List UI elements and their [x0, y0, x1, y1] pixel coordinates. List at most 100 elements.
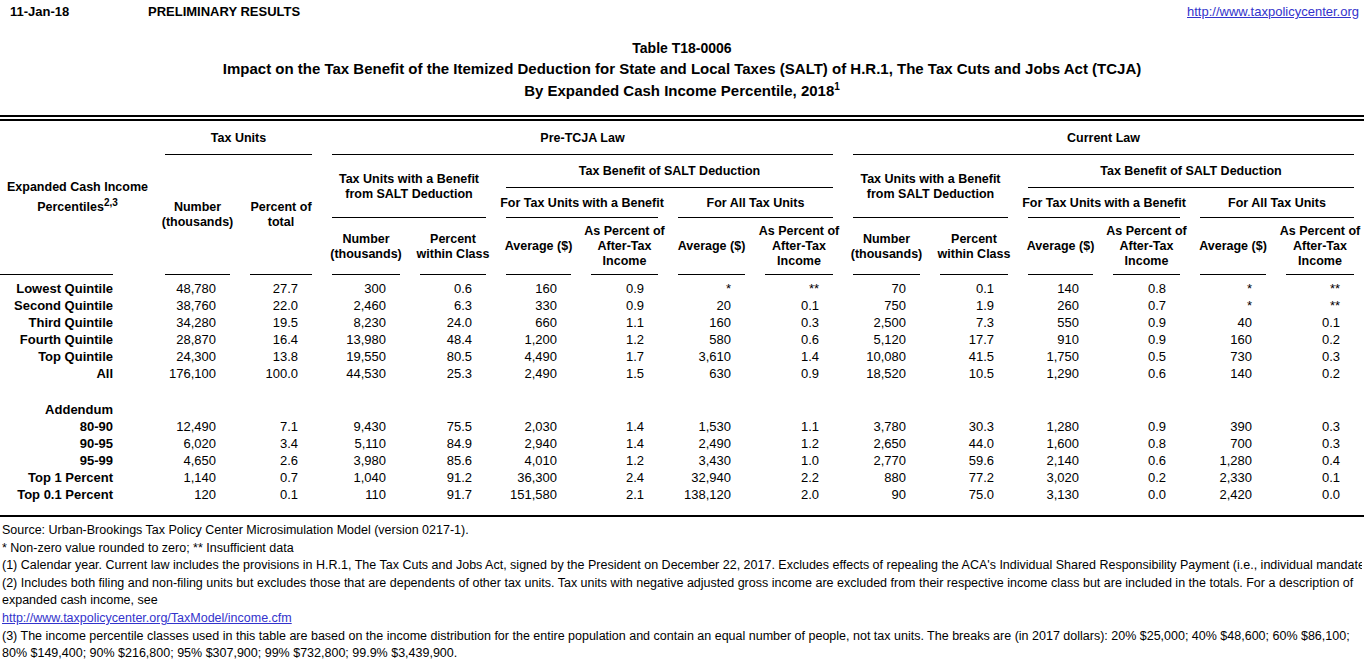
- cell: 0.9: [755, 365, 843, 382]
- cell: [155, 401, 240, 418]
- column-header-average-pre-all: Average ($): [668, 218, 755, 275]
- salt-impact-table: Expanded Cash Income Percentiles2,3 Tax …: [0, 121, 1364, 503]
- header-row-subgroups: Number (thousands) Percent of total Tax …: [0, 155, 1364, 188]
- cell: 151,580: [496, 486, 581, 503]
- cell: 5,110: [322, 435, 410, 452]
- column-header-number-pre-benefit: Number (thousands): [322, 218, 410, 275]
- report-date: 11-Jan-18: [10, 4, 69, 19]
- cell: 44.0: [930, 435, 1018, 452]
- cell: 28,870: [155, 331, 240, 348]
- group-header-benefit-units-pre: Tax Units with a Benefit from SALT Deduc…: [322, 155, 496, 218]
- table-row: 90-956,0203.45,11084.92,9401.42,4901.22,…: [0, 435, 1364, 452]
- section-label: Addendum: [0, 401, 155, 418]
- cell: 10,080: [843, 348, 930, 365]
- cell: 0.6: [1103, 452, 1190, 469]
- cell: 2,330: [1190, 469, 1276, 486]
- taxpolicycenter-home-link[interactable]: http://www.taxpolicycenter.org: [1187, 4, 1359, 19]
- cell: [322, 401, 410, 418]
- cell: 4,650: [155, 452, 240, 469]
- spacer-row: [0, 382, 1364, 401]
- cell: 2,770: [843, 452, 930, 469]
- cell: 138,120: [668, 486, 755, 503]
- cell: 0.3: [1276, 435, 1364, 452]
- cell: 7.3: [930, 314, 1018, 331]
- income-definition-link[interactable]: http://www.taxpolicycenter.org/TaxModel/…: [2, 611, 292, 625]
- table-main-title: Impact on the Tax Benefit of the Itemize…: [0, 60, 1364, 77]
- cell: [1276, 401, 1364, 418]
- cell: 6.3: [410, 297, 496, 314]
- cell: 0.6: [755, 331, 843, 348]
- cell: 24.0: [410, 314, 496, 331]
- cell: 3,130: [1018, 486, 1103, 503]
- cell: 91.2: [410, 469, 496, 486]
- column-header-percent-class-pre: Percent within Class: [410, 218, 496, 275]
- cell: 0.9: [1103, 314, 1190, 331]
- column-header-percent-of-total: Percent of total: [240, 155, 322, 275]
- table-row: Top 0.1 Percent1200.111091.7151,5802.113…: [0, 486, 1364, 503]
- cell: 17.7: [930, 331, 1018, 348]
- cell: 2,140: [1018, 452, 1103, 469]
- cell: 0.6: [1103, 365, 1190, 382]
- footnote-line: 80% $149,400; 90% $216,800; 95% $307,900…: [2, 645, 1362, 660]
- cell: 0.2: [1103, 469, 1190, 486]
- row-label: 90-95: [0, 435, 155, 452]
- cell: 1.0: [755, 452, 843, 469]
- cell: 0.1: [755, 297, 843, 314]
- cell: 300: [322, 275, 410, 297]
- group-header-pre-tcja-law: Pre-TCJA Law: [322, 121, 843, 155]
- cell: 0.0: [1276, 486, 1364, 503]
- cell: 1.2: [581, 452, 668, 469]
- cell: 0.1: [1276, 314, 1364, 331]
- cell: 0.6: [410, 275, 496, 297]
- group-header-tax-benefit-cur: Tax Benefit of SALT Deduction: [1018, 155, 1364, 188]
- cell: [496, 401, 581, 418]
- cell: 1,140: [155, 469, 240, 486]
- cell: 0.2: [1276, 365, 1364, 382]
- cell: 160: [1190, 331, 1276, 348]
- preliminary-results-label: PRELIMINARY RESULTS: [148, 4, 300, 19]
- cell: 44,530: [322, 365, 410, 382]
- cell: 260: [1018, 297, 1103, 314]
- column-header-aspercent-pre-all: As Percent of After-Tax Income: [755, 218, 843, 275]
- cell: [930, 401, 1018, 418]
- group-header-for-benefit-cur: For Tax Units with a Benefit: [1018, 188, 1190, 218]
- cell: 40: [1190, 314, 1276, 331]
- cell: 1.2: [755, 435, 843, 452]
- cell: 12,490: [155, 418, 240, 435]
- cell: 9,430: [322, 418, 410, 435]
- column-header-aspercent-pre-benefit: As Percent of After-Tax Income: [581, 218, 668, 275]
- cell: 140: [1018, 275, 1103, 297]
- cell: 48,780: [155, 275, 240, 297]
- row-label: Top 0.1 Percent: [0, 486, 155, 503]
- footnote-line: (2) Includes both filing and non-filing …: [2, 575, 1362, 593]
- cell: 13,980: [322, 331, 410, 348]
- column-header-aspercent-cur-all: As Percent of After-Tax Income: [1276, 218, 1364, 275]
- column-header-aspercent-cur-benefit: As Percent of After-Tax Income: [1103, 218, 1190, 275]
- percentiles-header-line2: Percentiles: [37, 201, 104, 215]
- cell: *: [1190, 275, 1276, 297]
- group-header-tax-benefit-pre: Tax Benefit of SALT Deduction: [496, 155, 843, 188]
- cell: [1018, 401, 1103, 418]
- table-row: Top Quintile24,30013.819,55080.54,4901.7…: [0, 348, 1364, 365]
- footnote-line: expanded cash income, see: [2, 592, 1362, 610]
- row-label: Fourth Quintile: [0, 331, 155, 348]
- cell: 0.3: [1276, 418, 1364, 435]
- table-row: 80-9012,4907.19,43075.52,0301.41,5301.13…: [0, 418, 1364, 435]
- cell: **: [1276, 275, 1364, 297]
- cell: 19,550: [322, 348, 410, 365]
- cell: 1.1: [581, 314, 668, 331]
- cell: 38,760: [155, 297, 240, 314]
- cell: 160: [668, 314, 755, 331]
- cell: [410, 401, 496, 418]
- row-label: 95-99: [0, 452, 155, 469]
- table-header: Expanded Cash Income Percentiles2,3 Tax …: [0, 121, 1364, 275]
- table-row: Addendum: [0, 401, 1364, 418]
- header-row-groups: Expanded Cash Income Percentiles2,3 Tax …: [0, 121, 1364, 155]
- cell: 85.6: [410, 452, 496, 469]
- cell: 3.4: [240, 435, 322, 452]
- cell: 2,460: [322, 297, 410, 314]
- group-header-for-all-pre: For All Tax Units: [668, 188, 843, 218]
- cell: 0.7: [1103, 297, 1190, 314]
- cell: 550: [1018, 314, 1103, 331]
- cell: 0.1: [1276, 469, 1364, 486]
